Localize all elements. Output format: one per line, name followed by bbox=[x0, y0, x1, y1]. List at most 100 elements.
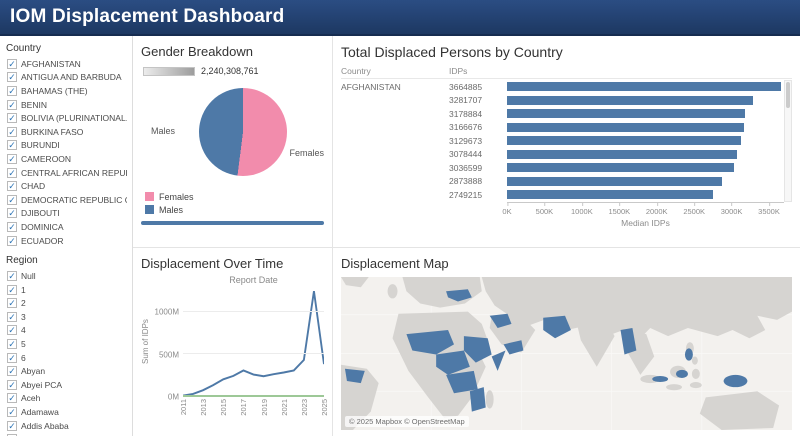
checkbox-checked-icon[interactable]: ✓ bbox=[7, 352, 17, 363]
filter-item[interactable]: ✓ AFGHANISTAN bbox=[5, 57, 127, 71]
filter-item[interactable]: ✓ 6 bbox=[5, 351, 127, 365]
bar[interactable] bbox=[507, 190, 713, 200]
checkbox-checked-icon[interactable]: ✓ bbox=[7, 208, 17, 219]
filter-item[interactable]: ✓ Addis Ababa bbox=[5, 419, 127, 433]
checkbox-checked-icon[interactable]: ✓ bbox=[7, 271, 17, 282]
filter-item[interactable]: ✓ ECUADOR bbox=[5, 234, 127, 248]
filter-item[interactable]: ✓ BAHAMAS (THE) bbox=[5, 84, 127, 98]
checkbox-checked-icon[interactable]: ✓ bbox=[7, 221, 17, 232]
checkbox-checked-icon[interactable]: ✓ bbox=[7, 58, 17, 69]
displacement-map[interactable]: © 2025 Mapbox © OpenStreetMap bbox=[341, 277, 792, 430]
gender-pie-chart[interactable] bbox=[199, 88, 287, 176]
filter-item[interactable]: ✓ CHAD bbox=[5, 179, 127, 193]
table-row[interactable]: AFGHANISTAN 3664885 bbox=[341, 80, 784, 94]
table-row[interactable]: 3281707 bbox=[341, 94, 784, 108]
filter-item[interactable]: ✓ DEMOCRATIC REPUBLIC OF... bbox=[5, 193, 127, 207]
filter-item[interactable]: ✓ Aceh bbox=[5, 392, 127, 406]
filter-item[interactable]: ✓ 4 bbox=[5, 324, 127, 338]
filter-item[interactable]: ✓ DJIBOUTI bbox=[5, 207, 127, 221]
time-plot[interactable] bbox=[183, 287, 324, 397]
table-row[interactable]: 3078444 bbox=[341, 148, 784, 162]
table-row[interactable]: 2873888 bbox=[341, 175, 784, 189]
scrollbar-thumb[interactable] bbox=[786, 82, 790, 108]
filter-item-label: BURKINA FASO bbox=[21, 126, 84, 137]
bar[interactable] bbox=[507, 109, 745, 119]
bar[interactable] bbox=[507, 136, 742, 146]
filter-item-label: AFGHANISTAN bbox=[21, 58, 81, 69]
filter-item[interactable]: ✓ 5 bbox=[5, 337, 127, 351]
filter-item[interactable]: ✓ BURUNDI bbox=[5, 139, 127, 153]
checkbox-checked-icon[interactable]: ✓ bbox=[7, 72, 17, 83]
axis-tick-label: 1000K bbox=[571, 203, 593, 216]
table-row[interactable]: 3166676 bbox=[341, 121, 784, 135]
horizontal-scrollbar[interactable] bbox=[141, 221, 324, 225]
by-country-chart-body: AFGHANISTAN 3664885 3281707 3178884 3166676 3… bbox=[341, 80, 792, 202]
filter-item[interactable]: ✓ CAMEROON bbox=[5, 152, 127, 166]
over-time-chart: Sum of IDPs 0M 500M 1000M 2011 2013 2015 2017… bbox=[141, 287, 329, 427]
legend-item[interactable]: Males bbox=[145, 203, 324, 216]
column-header-country[interactable]: Country bbox=[341, 66, 371, 76]
map-attribution[interactable]: © 2025 Mapbox © OpenStreetMap bbox=[345, 416, 469, 427]
checkbox-checked-icon[interactable]: ✓ bbox=[7, 153, 17, 164]
checkbox-checked-icon[interactable]: ✓ bbox=[7, 194, 17, 205]
checkbox-checked-icon[interactable]: ✓ bbox=[7, 298, 17, 309]
filter-item[interactable]: ✓ 1 bbox=[5, 283, 127, 297]
checkbox-checked-icon[interactable]: ✓ bbox=[7, 379, 17, 390]
filter-item[interactable]: ✓ ANTIGUA AND BARBUDA bbox=[5, 71, 127, 85]
checkbox-checked-icon[interactable]: ✓ bbox=[7, 284, 17, 295]
checkbox-checked-icon[interactable]: ✓ bbox=[7, 393, 17, 404]
filter-item[interactable]: ✓ Abyan bbox=[5, 364, 127, 378]
checkbox-checked-icon[interactable]: ✓ bbox=[7, 167, 17, 178]
column-header-idps[interactable]: IDPs bbox=[449, 66, 468, 76]
bar[interactable] bbox=[507, 176, 723, 186]
checkbox-checked-icon[interactable]: ✓ bbox=[7, 99, 17, 110]
country-cell: AFGHANISTAN bbox=[341, 81, 401, 92]
filter-item[interactable]: ✓ Abyei PCA bbox=[5, 378, 127, 392]
checkbox-checked-icon[interactable]: ✓ bbox=[7, 235, 17, 246]
filter-item[interactable]: ✓ Null bbox=[5, 269, 127, 283]
filter-item[interactable]: ✓ BOLIVIA (PLURINATIONAL... bbox=[5, 111, 127, 125]
checkbox-checked-icon[interactable]: ✓ bbox=[7, 407, 17, 418]
bar[interactable] bbox=[507, 122, 745, 132]
legend-item[interactable]: Females bbox=[145, 190, 324, 203]
checkbox-checked-icon[interactable]: ✓ bbox=[7, 113, 17, 124]
bar[interactable] bbox=[507, 82, 782, 92]
vertical-scrollbar[interactable] bbox=[784, 80, 792, 202]
time-series-line bbox=[183, 291, 324, 396]
time-x-axis: 2011 2013 2015 2017 2019 2021 2023 2025 bbox=[179, 397, 329, 427]
checkbox-checked-icon[interactable]: ✓ bbox=[7, 85, 17, 96]
checkbox-checked-icon[interactable]: ✓ bbox=[7, 325, 17, 336]
checkbox-checked-icon[interactable]: ✓ bbox=[7, 434, 17, 436]
country-filter: Country ✓ AFGHANISTAN ✓ ANTIGUA AND BARBUDA… bbox=[5, 43, 127, 248]
filter-item-label: BENIN bbox=[21, 99, 47, 110]
checkbox-checked-icon[interactable]: ✓ bbox=[7, 126, 17, 137]
checkbox-checked-icon[interactable]: ✓ bbox=[7, 311, 17, 322]
gender-legend: Females Males bbox=[145, 190, 324, 216]
filter-item[interactable]: ✓ Aden bbox=[5, 432, 127, 436]
filter-item[interactable]: ✓ CENTRAL AFRICAN REPUBL... bbox=[5, 166, 127, 180]
table-row[interactable]: 3036599 bbox=[341, 161, 784, 175]
table-row[interactable]: 2749215 bbox=[341, 188, 784, 202]
table-row[interactable]: 3129673 bbox=[341, 134, 784, 148]
filter-item[interactable]: ✓ DOMINICA bbox=[5, 220, 127, 234]
filter-item[interactable]: ✓ 2 bbox=[5, 297, 127, 311]
filter-item[interactable]: ✓ BENIN bbox=[5, 98, 127, 112]
axis-tick-label: 2021 bbox=[279, 399, 289, 416]
checkbox-checked-icon[interactable]: ✓ bbox=[7, 140, 17, 151]
bar[interactable] bbox=[507, 149, 738, 159]
checkbox-checked-icon[interactable]: ✓ bbox=[7, 420, 17, 431]
bar[interactable] bbox=[507, 163, 735, 173]
bar[interactable] bbox=[507, 95, 753, 105]
filter-item[interactable]: ✓ BURKINA FASO bbox=[5, 125, 127, 139]
filter-item[interactable]: ✓ Adamawa bbox=[5, 405, 127, 419]
checkbox-checked-icon[interactable]: ✓ bbox=[7, 181, 17, 192]
filter-item-label: Null bbox=[21, 271, 36, 282]
map-panel: Displacement Map bbox=[333, 248, 800, 436]
size-legend-bar bbox=[143, 66, 195, 76]
country-filter-title: Country bbox=[6, 43, 42, 54]
table-row[interactable]: 3178884 bbox=[341, 107, 784, 121]
checkbox-checked-icon[interactable]: ✓ bbox=[7, 339, 17, 350]
checkbox-checked-icon[interactable]: ✓ bbox=[7, 366, 17, 377]
filter-item[interactable]: ✓ 3 bbox=[5, 310, 127, 324]
